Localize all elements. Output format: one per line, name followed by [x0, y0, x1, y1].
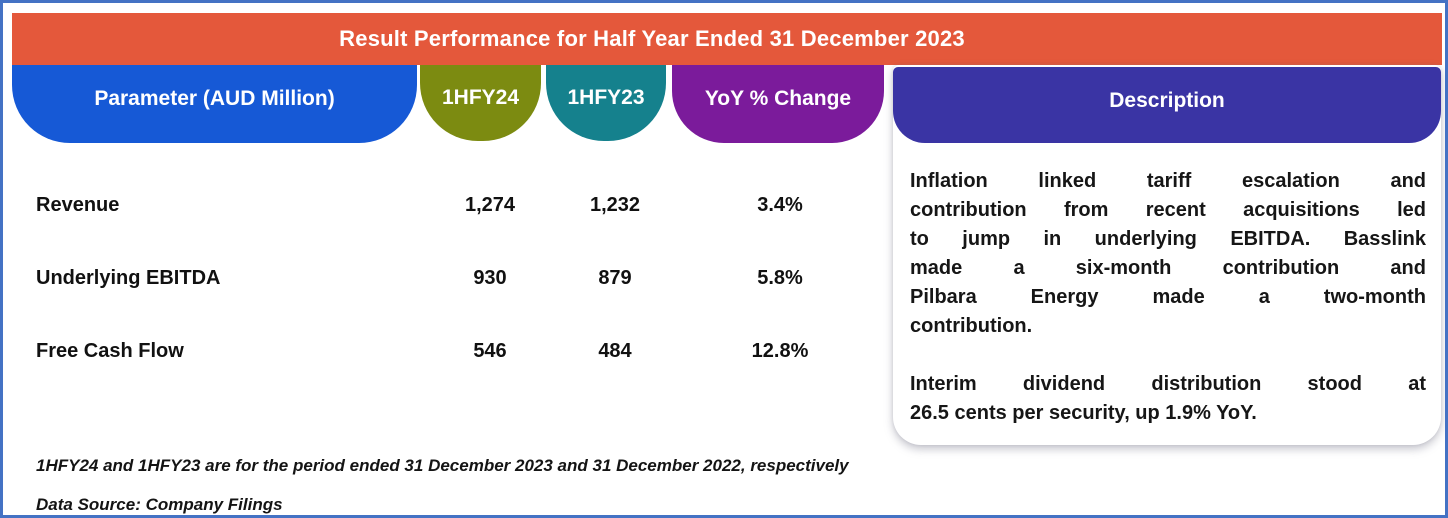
column-header-label: YoY % Change [704, 87, 852, 110]
value-1hfy23: 484 [598, 340, 632, 362]
value-yoy-change: 5.8% [757, 267, 803, 289]
column-header-1hfy24: 1HFY24 [420, 65, 541, 141]
row-label: Free Cash Flow [36, 340, 184, 362]
row-label: Underlying EBITDA [36, 267, 221, 289]
footnote-period-definition: 1HFY24 and 1HFY23 are for the period end… [36, 456, 849, 475]
description-line: made a six-month contribution and [910, 257, 1426, 279]
page-title: Result Performance for Half Year Ended 3… [339, 26, 965, 51]
description-paragraph-2: Interim dividend distribution stood at 2… [910, 370, 1426, 428]
description-line: 26.5 cents per security, up 1.9% YoY. [910, 402, 1257, 424]
column-header-yoy-change: YoY % Change [672, 65, 884, 143]
column-header-parameter: Parameter (AUD Million) [12, 65, 417, 143]
table-row-free-cash-flow: Free Cash Flow 546 484 12.8% [12, 335, 893, 367]
value-1hfy24: 930 [473, 267, 507, 289]
description-paragraph-1: Inflation linked tariff escalation and c… [910, 167, 1426, 341]
description-line: Inflation linked tariff escalation and [910, 170, 1426, 192]
description-line: to jump in underlying EBITDA. Basslink [910, 228, 1426, 250]
value-1hfy23: 879 [598, 267, 632, 289]
value-yoy-change: 12.8% [751, 340, 809, 362]
value-1hfy24: 546 [473, 340, 507, 362]
footnote-data-source: Data Source: Company Filings [36, 495, 283, 514]
description-card: Description Inflation linked tariff esca… [893, 65, 1441, 445]
description-line: Pilbara Energy made a two-month [910, 286, 1426, 308]
value-yoy-change: 3.4% [757, 194, 803, 216]
column-header-label: Description [1109, 89, 1225, 112]
column-header-label: Parameter (AUD Million) [94, 87, 335, 110]
value-1hfy24: 1,274 [464, 194, 516, 216]
description-text: Inflation linked tariff escalation and c… [910, 167, 1426, 428]
value-1hfy23: 1,232 [589, 194, 641, 216]
table-row-revenue: Revenue 1,274 1,232 3.4% [12, 189, 893, 221]
row-label: Revenue [36, 194, 120, 216]
description-line: contribution from recent acquisitions le… [910, 199, 1426, 221]
column-header-description: Description [893, 67, 1441, 143]
table-row-underlying-ebitda: Underlying EBITDA 930 879 5.8% [12, 262, 893, 294]
description-line: contribution. [910, 315, 1033, 337]
column-header-label: 1HFY23 [567, 86, 645, 109]
column-header-label: 1HFY24 [441, 86, 520, 109]
column-header-1hfy23: 1HFY23 [546, 65, 666, 141]
title-banner: Result Performance for Half Year Ended 3… [12, 13, 1442, 65]
description-line: Interim dividend distribution stood at [910, 373, 1426, 395]
